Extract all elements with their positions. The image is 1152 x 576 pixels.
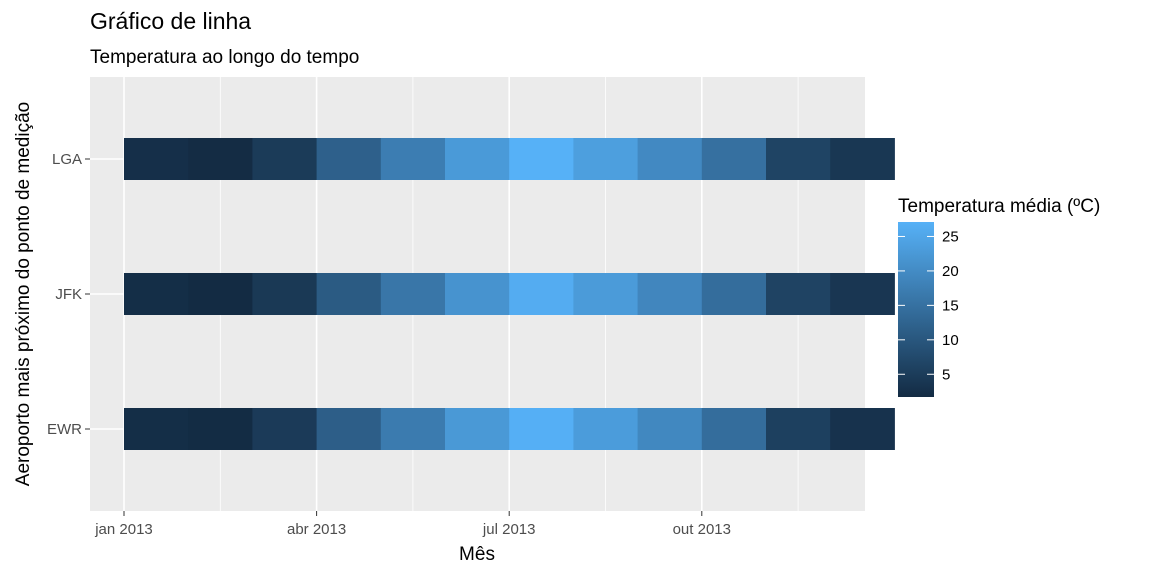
y-tick-label: EWR xyxy=(47,421,82,438)
heatmap-tile xyxy=(766,273,831,315)
heatmap-tile xyxy=(124,138,189,180)
heatmap-tile xyxy=(316,273,382,315)
legend-tick-label: 20 xyxy=(942,263,959,280)
chart-title: Gráfico de linha xyxy=(90,8,251,34)
chart-subtitle: Temperatura ao longo do tempo xyxy=(90,47,359,68)
y-tick-label: LGA xyxy=(52,151,82,168)
x-axis-title: Mês xyxy=(459,544,495,565)
heatmap-tile xyxy=(252,408,318,450)
heatmap-tile xyxy=(188,138,253,180)
heatmap-tile xyxy=(830,138,895,180)
x-tick-label: jan 2013 xyxy=(94,521,153,538)
heatmap-tile xyxy=(637,138,703,180)
heatmap-tile xyxy=(380,273,446,315)
y-tick-label: JFK xyxy=(55,286,82,303)
legend-colorbar xyxy=(898,222,934,397)
heatmap-tile xyxy=(124,273,189,315)
heatmap-tile xyxy=(188,273,253,315)
heatmap-tile xyxy=(316,408,382,450)
heatmap-tile xyxy=(766,138,831,180)
heatmap-tile xyxy=(637,273,703,315)
y-axis-title: Aeroporto mais próximo do ponto de mediç… xyxy=(13,102,34,486)
heatmap-tile xyxy=(573,408,639,450)
heatmap-tile xyxy=(766,408,831,450)
heatmap-tile xyxy=(573,138,639,180)
heatmap-tile xyxy=(573,273,639,315)
heatmap-tile xyxy=(445,273,510,315)
heatmap-tile xyxy=(701,408,767,450)
heatmap-tile xyxy=(445,138,510,180)
heatmap-tile xyxy=(252,138,318,180)
heatmap-tile xyxy=(509,408,574,450)
heatmap-tile xyxy=(701,273,767,315)
heatmap-tiles xyxy=(124,138,895,450)
heatmap-tile xyxy=(380,138,446,180)
heatmap-tile xyxy=(509,138,574,180)
axes: jan 2013 abr 2013 jul 2013 out 2013 EWR JFK LG… xyxy=(47,151,731,538)
heatmap-tile xyxy=(188,408,253,450)
heatmap-tile xyxy=(509,273,574,315)
heatmap-tile xyxy=(830,273,895,315)
legend-tick-label: 5 xyxy=(942,366,950,383)
heatmap-tile xyxy=(637,408,703,450)
x-tick-label: abr 2013 xyxy=(287,521,346,538)
legend-title: Temperatura média (ºC) xyxy=(898,196,1100,217)
heatmap-tile xyxy=(445,408,510,450)
legend-tick-label: 25 xyxy=(942,228,959,245)
heatmap-tile xyxy=(701,138,767,180)
heatmap-tile xyxy=(316,138,382,180)
x-tick-label: out 2013 xyxy=(673,521,731,538)
x-tick-label: jul 2013 xyxy=(482,521,536,538)
heatmap-tile xyxy=(380,408,446,450)
legend-tick-label: 15 xyxy=(942,297,959,314)
heatmap-tile xyxy=(124,408,189,450)
legend: Temperatura média (ºC) 5 10 15 20 25 xyxy=(898,196,1100,397)
heatmap-tile xyxy=(252,273,318,315)
legend-tick-label: 10 xyxy=(942,332,959,349)
heatmap-tile xyxy=(830,408,895,450)
